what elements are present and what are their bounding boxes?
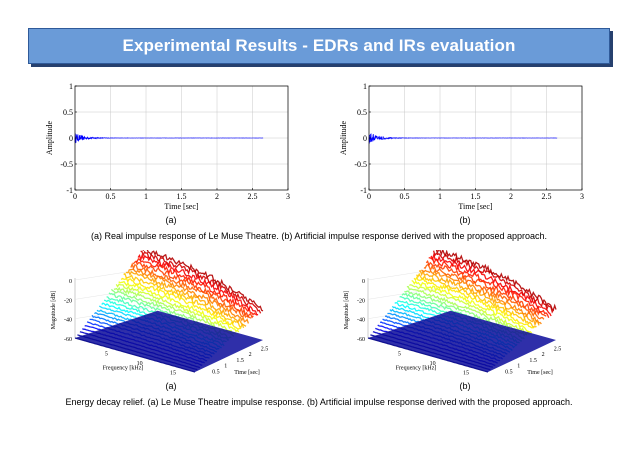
x-tick-label: 2.5: [542, 192, 552, 201]
figure-caption-impulse-responses: (a) Real impulse response of Le Muse The…: [90, 231, 548, 241]
subfigure-label-a: (a): [165, 381, 177, 391]
signal-line: [368, 133, 558, 144]
y-tick-label: 1.5: [529, 358, 537, 364]
z-tick-label: 0: [362, 279, 365, 285]
z-tick-label: -40: [357, 318, 365, 324]
title-banner: Experimental Results - EDRs and IRs eval…: [28, 28, 610, 64]
y-tick-label: -0.5: [60, 160, 73, 169]
edr-slice: [425, 260, 547, 317]
x-tick-label: 3: [286, 192, 290, 201]
edr-slice: [432, 250, 555, 314]
edr-slice: [125, 270, 247, 327]
edr-surface-chart-b: 0 -20 -40 -60 Magnitude [dB] 5 10 15 Frequency […: [344, 250, 562, 376]
y-tick-label: 0.5: [357, 108, 367, 117]
y-tick-label: 2.5: [261, 346, 269, 352]
y-tick-label: 2: [542, 352, 545, 358]
subfigure-label-a: (a): [165, 215, 177, 225]
edr-slice: [418, 269, 540, 327]
y-tick-label: 2: [249, 352, 252, 358]
y-tick-label: 0.5: [505, 369, 512, 375]
x-tick-label: 15: [170, 370, 176, 376]
x-axis-label: Time [sec]: [458, 202, 492, 211]
edr-slice: [430, 252, 552, 317]
z-axis-label: Magnitude [dB]: [51, 291, 57, 330]
edr-slice: [142, 250, 264, 312]
x-tick-label: 2: [215, 192, 219, 201]
x-tick-label: 5: [105, 351, 108, 357]
edr-slice: [118, 280, 240, 333]
x-tick-label: 5: [398, 351, 401, 357]
edr-slice: [406, 285, 528, 337]
edr-slice: [411, 279, 533, 334]
edr-slice: [428, 257, 550, 319]
x-tick-label: 15: [463, 370, 469, 376]
edr-slice: [409, 284, 530, 336]
signal-line: [74, 133, 264, 144]
y-tick-label: -1: [360, 186, 367, 195]
z-tick-label: -20: [357, 298, 365, 304]
x-axis-label: Frequency [kHz]: [103, 365, 144, 371]
z-tick-label: 0: [69, 279, 72, 285]
x-tick-label: 10: [430, 361, 436, 367]
y-tick-label: 1: [69, 82, 73, 91]
z-tick-label: -60: [357, 337, 365, 343]
x-tick-label: 2: [509, 192, 513, 201]
y-axis-label: Amplitude: [45, 120, 54, 155]
x-tick-label: 1: [144, 192, 148, 201]
x-tick-label: 0: [73, 192, 77, 201]
x-tick-label: 10: [137, 361, 143, 367]
edr-slice: [140, 250, 262, 314]
y-tick-label: -1: [66, 186, 73, 195]
z-tick-label: -20: [64, 298, 72, 304]
edr-slice: [132, 260, 254, 319]
x-axis-label: Time [sec]: [164, 202, 198, 211]
edr-surface-chart-a: 0 -20 -40 -60 Magnitude [dB] 5 10 15 Frequency […: [51, 250, 269, 376]
x-tick-label: 0: [367, 192, 371, 201]
edr-slice: [137, 253, 259, 316]
z-axis-label: Magnitude [dB]: [344, 291, 350, 330]
impulse-response-chart-b: 0 0.5 1 1.5 2 2.5 3 -1 -0.5 0 0.5 1 Time [sec] Amplit…: [339, 82, 584, 211]
y-tick-label: 1: [224, 364, 227, 370]
y-axis-label: Amplitude: [339, 120, 348, 155]
edr-slice: [113, 286, 235, 337]
y-tick-label: 1.5: [236, 358, 244, 364]
x-tick-label: 2.5: [248, 192, 258, 201]
y-axis-label: Time [sec]: [234, 370, 260, 376]
grid-line-z: [74, 265, 166, 281]
figure-caption-edr: Energy decay relief. (a) Le Muse Theatre…: [65, 397, 573, 407]
y-axis-label: Time [sec]: [527, 370, 553, 376]
x-axis-label: Frequency [kHz]: [396, 365, 437, 371]
y-tick-label: -0.5: [354, 160, 367, 169]
y-tick-label: 1: [363, 82, 367, 91]
y-tick-label: 0.5: [212, 369, 220, 375]
edr-slice: [130, 262, 252, 319]
impulse-response-chart-a: 0 0.5 1 1.5 2 2.5 3 -1 -0.5 0 0.5 1 Time [sec] Amplit…: [45, 82, 290, 211]
edr-slice: [128, 268, 250, 324]
page-title: Experimental Results - EDRs and IRs eval…: [122, 36, 516, 55]
y-tick-label: 1: [517, 364, 520, 370]
x-tick-label: 1.5: [177, 192, 187, 201]
x-tick-label: 0.5: [400, 192, 410, 201]
y-tick-label: 2.5: [554, 346, 562, 352]
subfigure-label-b: (b): [459, 215, 471, 225]
edr-floor: [368, 310, 556, 372]
edr-slice: [123, 272, 245, 329]
y-tick-label: 0.5: [63, 108, 73, 117]
edr-slice: [423, 263, 545, 320]
edr-slice: [413, 276, 535, 329]
z-tick-label: -40: [64, 318, 72, 324]
x-tick-label: 0.5: [106, 192, 116, 201]
y-tick-label: 0: [69, 134, 73, 143]
edr-slice: [416, 272, 537, 328]
x-tick-label: 1.5: [471, 192, 481, 201]
x-tick-label: 3: [580, 192, 584, 201]
edr-slice: [435, 250, 557, 311]
y-tick-label: 0: [363, 134, 367, 143]
z-tick-label: -60: [64, 337, 72, 343]
subfigure-label-b: (b): [459, 381, 471, 391]
edr-floor: [75, 310, 263, 372]
edr-slice: [115, 283, 237, 335]
x-tick-label: 1: [438, 192, 442, 201]
